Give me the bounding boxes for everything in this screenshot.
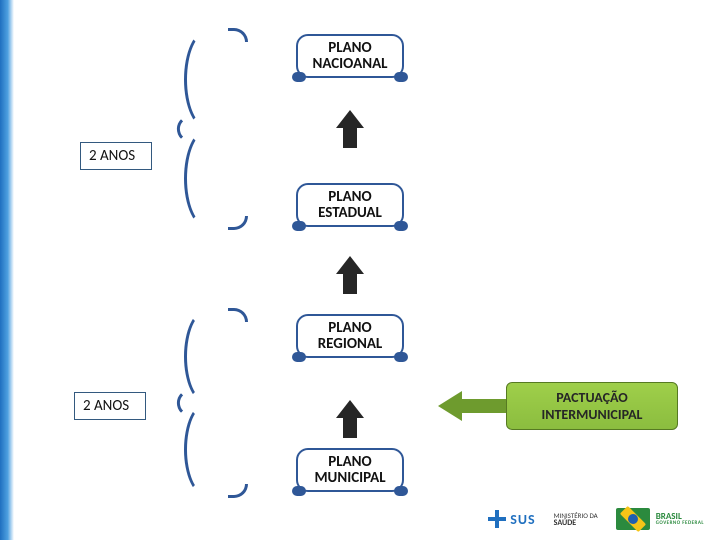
brace-b2-hook-top <box>228 308 248 322</box>
plano-municipal-cap-left <box>292 486 306 496</box>
brasil-flag-icon <box>616 508 650 530</box>
anos-a1: 2 ANOS <box>80 142 152 170</box>
plano-regional-cap-left <box>292 352 306 362</box>
logo-brasil: BRASIL GOVERNO FEDERAL <box>616 508 704 530</box>
plano-regional-cap-right <box>394 352 408 362</box>
plus-icon <box>488 510 506 528</box>
brace-b1-top <box>184 30 236 129</box>
anos-a2: 2 ANOS <box>74 392 146 420</box>
sus-text: SUS <box>510 511 535 528</box>
brace-b2-top <box>184 310 236 403</box>
plano-regional: PLANOREGIONAL <box>296 314 404 358</box>
brasil-sub: GOVERNO FEDERAL <box>656 521 704 526</box>
brasil-text: BRASIL GOVERNO FEDERAL <box>656 512 704 526</box>
plano-municipal: PLANOMUNICIPAL <box>296 448 404 492</box>
brace-b1-hook-top <box>228 28 248 42</box>
brace-b2-hook-bottom <box>228 484 248 498</box>
diagram-stage: PLANONACIOANAL PLANOESTADUAL PLANOREGION… <box>0 0 720 540</box>
plano-nacional-cap-right <box>394 72 408 82</box>
plano-estadual-label: PLANOESTADUAL <box>318 189 382 222</box>
plano-municipal-label: PLANOMUNICIPAL <box>314 454 385 487</box>
pactuacao-label: PACTUAÇÃOINTERMUNICIPAL <box>542 389 643 423</box>
logo-ministerio: MINISTÉRIO DA SAÚDE <box>554 512 598 527</box>
logo-sus: SUS <box>488 510 535 528</box>
plano-nacional: PLANONACIOANAL <box>296 34 404 78</box>
brace-b2-bot <box>184 403 236 496</box>
plano-estadual-cap-left <box>292 221 306 231</box>
brace-b1-hook-bottom <box>228 216 248 230</box>
plano-estadual: PLANOESTADUAL <box>296 183 404 227</box>
left-edge-gradient <box>0 0 14 540</box>
plano-regional-label: PLANOREGIONAL <box>318 320 383 353</box>
brace-b2-notch <box>171 393 191 413</box>
footer-logos: SUS MINISTÉRIO DA SAÚDE BRASIL GOVERNO F… <box>488 508 704 530</box>
ms-line2: SAÚDE <box>554 519 598 527</box>
plano-nacional-label: PLANONACIOANAL <box>312 40 387 73</box>
plano-nacional-cap-left <box>292 72 306 82</box>
plano-estadual-cap-right <box>394 221 408 231</box>
brace-b1-notch <box>171 119 191 139</box>
brace-b1-bot <box>184 129 236 228</box>
plano-municipal-cap-right <box>394 486 408 496</box>
pactuacao-box: PACTUAÇÃOINTERMUNICIPAL <box>506 382 678 430</box>
